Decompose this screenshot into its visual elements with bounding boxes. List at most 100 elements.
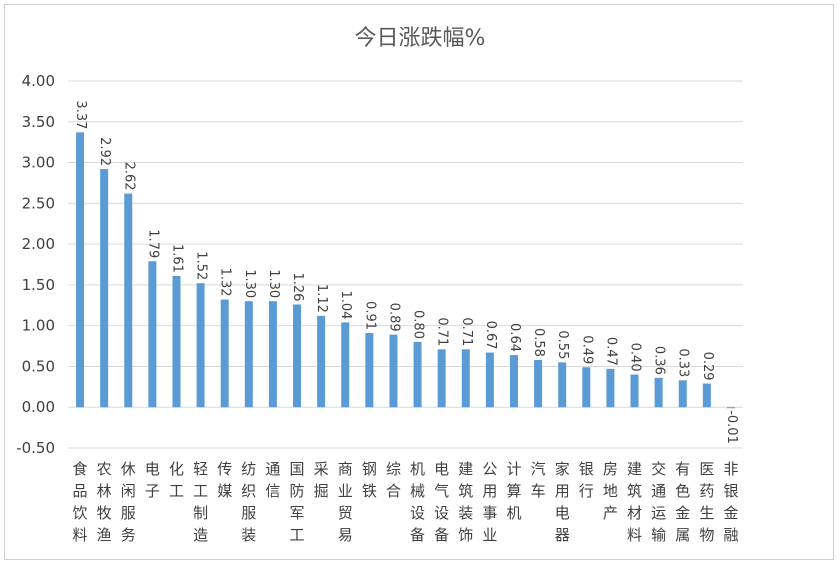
category-label: 化工 <box>169 460 184 500</box>
bar <box>437 349 446 408</box>
data-label: 1.79 <box>145 229 160 258</box>
category-label: 通信 <box>265 460 280 500</box>
y-tick-label: 4.00 <box>22 72 55 90</box>
data-label: 0.91 <box>362 301 377 330</box>
category-label: 房地产 <box>603 460 618 522</box>
bar <box>341 322 350 408</box>
bar <box>148 261 157 408</box>
data-label: 0.71 <box>435 317 450 346</box>
y-tick-label: 1.00 <box>22 317 55 335</box>
bar <box>606 368 615 408</box>
category-label: 商业贸易 <box>338 460 353 544</box>
category-label: 机械设备 <box>410 460 425 544</box>
data-label: 1.30 <box>242 269 257 298</box>
category-label: 农林牧渔 <box>97 460 112 544</box>
data-label: 0.71 <box>459 317 474 346</box>
gridlines <box>68 80 743 449</box>
bar <box>461 349 470 408</box>
bar <box>268 301 277 408</box>
data-label: 1.30 <box>266 269 281 298</box>
data-label: 0.55 <box>555 330 570 359</box>
data-label: 0.29 <box>700 352 715 381</box>
data-label: 3.37 <box>73 100 88 129</box>
data-label: 0.58 <box>531 328 546 357</box>
bar <box>558 362 567 408</box>
bar <box>220 299 229 408</box>
data-label: 0.47 <box>603 337 618 366</box>
category-label: 建筑材料 <box>627 460 642 544</box>
bar <box>100 169 109 408</box>
y-tick-label: 0.00 <box>22 398 55 416</box>
category-label: 纺织服装 <box>241 460 256 544</box>
category-label: 非银金融 <box>723 460 738 544</box>
category-label: 轻工制造 <box>193 460 208 544</box>
bar <box>485 352 494 408</box>
bar <box>654 377 663 408</box>
data-label: 0.80 <box>411 310 426 339</box>
bar <box>76 132 85 408</box>
data-label: 0.49 <box>579 335 594 364</box>
bar <box>172 275 181 408</box>
bar <box>678 380 687 408</box>
data-label: 1.04 <box>338 290 353 319</box>
y-tick-label: 1.50 <box>22 276 55 294</box>
data-label: 0.89 <box>386 303 401 332</box>
bar <box>124 193 133 408</box>
bar <box>317 315 326 408</box>
data-label: 0.64 <box>507 323 522 352</box>
bar <box>726 407 735 409</box>
y-tick-label: -0.50 <box>16 439 55 457</box>
bar <box>509 355 518 408</box>
category-label: 银行 <box>579 460 594 500</box>
bar <box>293 304 302 408</box>
data-labels: 3.37 2.92 2.62 1.79 1.61 1.52 1.32 1.30 1.30 1.26… <box>73 100 739 443</box>
data-label: 1.52 <box>194 251 209 280</box>
data-label: 0.40 <box>628 343 643 372</box>
chart-frame <box>4 4 834 560</box>
data-label: 1.12 <box>314 284 329 313</box>
category-label: 电气设备 <box>434 460 449 544</box>
data-label: 0.67 <box>483 321 498 350</box>
bar <box>389 334 398 408</box>
category-label: 国防军工 <box>290 460 305 544</box>
category-label: 汽车 <box>531 460 546 500</box>
y-tick-label: 2.50 <box>22 194 55 212</box>
category-label: 电子 <box>145 460 160 500</box>
data-label: 1.61 <box>169 244 184 273</box>
category-label: 建筑装饰 <box>458 460 473 544</box>
category-label: 医药生物 <box>699 460 714 544</box>
category-label: 综合 <box>386 460 401 500</box>
bars <box>76 132 735 409</box>
data-label: 1.32 <box>218 268 233 297</box>
category-label: 休闲服务 <box>121 460 136 544</box>
y-tick-label: 3.00 <box>22 154 55 172</box>
y-tick-label: 3.50 <box>22 113 55 131</box>
bar <box>196 283 205 408</box>
category-labels: 食品饮料农林牧渔休闲服务电子化工轻工制造传媒纺织服装通信国防军工采掘商业贸易钢铁… <box>73 460 739 544</box>
category-label: 食品饮料 <box>73 460 88 544</box>
category-label: 家用电器 <box>555 460 570 544</box>
data-label: 0.33 <box>676 348 691 377</box>
bar <box>630 374 639 408</box>
y-tick-label: 0.50 <box>22 357 55 375</box>
data-label: 1.26 <box>290 273 305 302</box>
data-label: 0.36 <box>652 346 667 375</box>
bar <box>702 383 711 408</box>
category-label: 公用事业 <box>482 460 497 544</box>
category-label: 交通运输 <box>651 460 666 544</box>
bar <box>534 359 543 408</box>
category-label: 传媒 <box>217 460 232 500</box>
data-label: -0.01 <box>724 410 739 444</box>
chart-title: 今日涨跌幅% <box>354 26 486 51</box>
bar <box>413 341 422 408</box>
y-tick-label: 2.00 <box>22 235 55 253</box>
category-label: 钢铁 <box>362 460 377 500</box>
data-label: 2.62 <box>121 162 136 191</box>
y-axis: 4.00 3.50 3.00 2.50 2.00 1.50 1.00 0.50 0.00 -0.5… <box>16 72 55 457</box>
bar <box>244 301 253 408</box>
bar <box>582 367 591 408</box>
category-label: 计算机 <box>506 460 521 522</box>
category-label: 有色金属 <box>675 460 690 544</box>
category-label: 采掘 <box>314 460 329 500</box>
